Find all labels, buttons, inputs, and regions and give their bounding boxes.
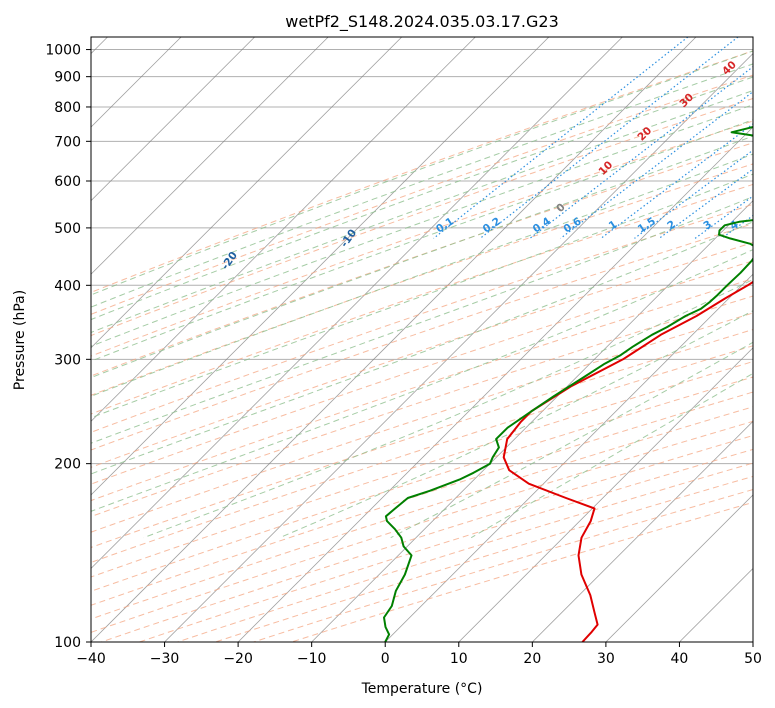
moist-adiabat-line — [143, 279, 753, 539]
y-tick-label: 300 — [54, 352, 81, 368]
sounding-series — [383, 126, 753, 642]
moist-adiabat-line — [91, 104, 753, 347]
y-axis: 100 200 300 400 500 600 700 800 900 1000 — [45, 43, 91, 651]
mixing-ratio-line — [694, 195, 753, 239]
moist-adiabat-line — [91, 50, 753, 296]
y-tick-label: 100 — [54, 635, 81, 651]
isotherm-line — [384, 273, 753, 642]
chart-title: wetPf2_S148.2024.035.03.17.G23 — [285, 12, 559, 32]
moist-adiabat-line — [91, 173, 753, 419]
background-lines — [91, 37, 753, 642]
isotherm-line — [91, 37, 329, 275]
y-tick-label: 800 — [54, 100, 81, 116]
moist-adiabat-line — [91, 153, 753, 397]
x-tick-label: −10 — [297, 651, 327, 667]
isotherm-line — [164, 52, 753, 642]
y-tick-label: 200 — [54, 457, 81, 473]
moist-adiabat-line — [91, 76, 753, 321]
moist-adiabat-line — [279, 310, 753, 539]
x-axis: −40 −30 −20 −10 0 10 20 30 40 50 — [76, 642, 762, 667]
y-tick-label: 900 — [54, 70, 81, 86]
y-tick-label: 400 — [54, 278, 81, 294]
mixing-ratio-line — [479, 37, 739, 239]
dry-adiabat-line — [91, 97, 753, 337]
y-axis-label: Pressure (hPa) — [12, 290, 28, 390]
isotherm-line — [91, 37, 697, 642]
isotherm-line — [237, 126, 753, 642]
y-tick-label: 600 — [54, 174, 81, 190]
moist-adiabat-line — [91, 221, 753, 475]
isotherm-line — [91, 37, 403, 349]
y-tick-label: 700 — [54, 134, 81, 150]
mixing-ratio-line — [634, 149, 753, 239]
isotherm-line — [311, 200, 753, 642]
moist-adiabat-line — [91, 63, 753, 308]
x-tick-label: −40 — [76, 651, 106, 667]
x-tick-label: 50 — [744, 651, 762, 667]
mixing-ratio-line — [560, 90, 753, 239]
dry-adiabat-line — [91, 74, 753, 315]
moist-adiabat-line — [91, 249, 753, 512]
plot-frame — [90, 36, 754, 643]
dry-adiabat-line — [91, 278, 753, 502]
isotherm-line — [91, 37, 550, 496]
x-tick-label: 20 — [523, 651, 541, 667]
dry-adiabat-line — [91, 328, 753, 548]
dry-adiabat-line — [91, 223, 753, 451]
isotherm-line — [458, 347, 753, 642]
x-axis-label: Temperature (°C) — [361, 681, 483, 697]
x-tick-label: −30 — [150, 651, 180, 667]
x-tick-label: −20 — [223, 651, 253, 667]
isotherm-line — [91, 37, 623, 570]
x-tick-label: 0 — [381, 651, 390, 667]
dewpoint-profile-line — [383, 126, 753, 642]
mixing-ratio-line — [529, 65, 753, 239]
y-tick-label: 500 — [54, 221, 81, 237]
dry-adiabat-line — [91, 361, 753, 578]
x-tick-label: 30 — [597, 651, 615, 667]
isotherm-line — [91, 37, 476, 422]
dry-adiabat-line — [91, 312, 753, 533]
dry-adiabat-line — [91, 183, 753, 415]
dry-adiabat-line — [91, 376, 753, 592]
isotherm-line — [605, 494, 753, 642]
x-tick-label: 40 — [671, 651, 689, 667]
y-tick-label: 1000 — [45, 43, 81, 59]
isotherm-line — [91, 37, 255, 202]
dry-adiabat-line — [91, 120, 753, 357]
dry-adiabat-line — [91, 142, 753, 377]
temperature-profile-line — [502, 280, 753, 642]
x-tick-label: 10 — [450, 651, 468, 667]
dry-adiabat-line — [91, 50, 753, 293]
moist-adiabat-line — [91, 119, 753, 362]
dry-adiabat-line — [91, 163, 753, 396]
isotherm-line — [532, 420, 753, 642]
